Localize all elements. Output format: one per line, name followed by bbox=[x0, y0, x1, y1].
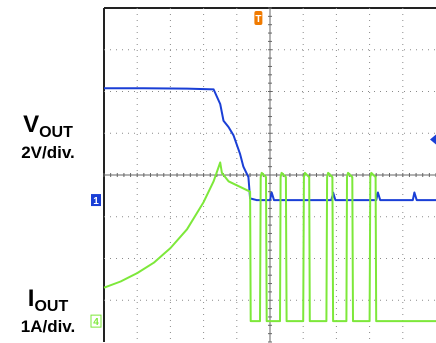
channel-4-marker bbox=[90, 314, 102, 328]
vout-trace bbox=[104, 87, 436, 202]
iout-trace bbox=[103, 161, 436, 323]
iout-label: IOUT 1A/div. bbox=[2, 285, 94, 336]
trigger-level-arrow bbox=[430, 134, 436, 145]
traces bbox=[103, 87, 436, 323]
iout-label-sub: OUT bbox=[34, 298, 69, 315]
grid bbox=[103, 7, 436, 343]
vout-label: VOUT 2V/div. bbox=[2, 111, 94, 162]
trigger-marker bbox=[254, 11, 263, 25]
iout-scale: 1A/div. bbox=[20, 317, 76, 336]
channel-4-marker-text: 4 bbox=[93, 317, 99, 328]
vout-label-main: V bbox=[23, 111, 40, 138]
vout-scale: 2V/div. bbox=[21, 143, 75, 162]
trigger-marker-text: T bbox=[255, 14, 261, 25]
vout-label-sub: OUT bbox=[39, 124, 73, 141]
channel-markers: 1 4 T bbox=[90, 11, 436, 328]
channel-1-marker-text: 1 bbox=[93, 196, 99, 207]
iout-label-main: I bbox=[27, 285, 35, 312]
channel-1-marker bbox=[91, 194, 101, 207]
